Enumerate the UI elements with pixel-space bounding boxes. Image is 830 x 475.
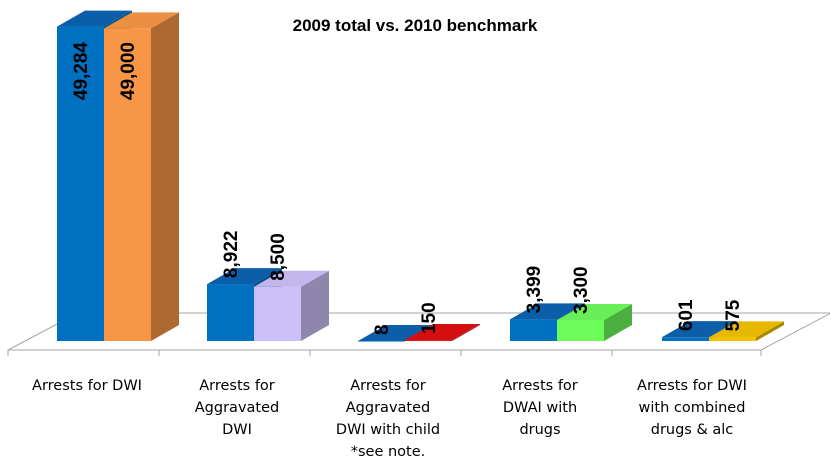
category-label-line: Aggravated xyxy=(195,400,279,416)
bar-2-3 xyxy=(405,324,480,341)
category-label-line: drugs xyxy=(519,422,560,438)
category-label-line: with combined xyxy=(639,400,746,416)
bar-2-1 xyxy=(104,12,179,341)
data-label-1-4: 3,399 xyxy=(524,266,545,314)
category-label-line: DWAI with xyxy=(503,400,577,416)
data-label-2-5: 575 xyxy=(723,299,744,331)
category-label-group: Arrests for DWI Arrests forAggravatedDWIA… xyxy=(32,378,747,460)
category-label-line: DWI with child xyxy=(336,422,440,438)
data-label-1-1: 49,284 xyxy=(71,42,92,101)
category-label-3: Arrests for Aggravated DWI with child *see … xyxy=(336,378,440,460)
bar-2-4 xyxy=(557,303,632,341)
chart-title: 2009 total vs. 2010 benchmark xyxy=(293,16,538,35)
category-label-line: Aggravated xyxy=(346,400,430,416)
bar-group xyxy=(57,10,784,342)
category-label-line: drugs & alc xyxy=(651,422,734,438)
data-label-2-3: 150 xyxy=(419,302,440,334)
category-label-line: Arrests for xyxy=(350,378,426,394)
data-label-1-3: 8 xyxy=(372,324,393,335)
data-label-1-5: 601 xyxy=(676,299,697,331)
category-label-5: Arrests for DWI with combined drugs & alc xyxy=(637,378,747,438)
category-label-line: Arrests for xyxy=(502,378,578,394)
data-label-1-2: 8,922 xyxy=(221,231,242,279)
category-label-line: Arrests for xyxy=(199,378,275,394)
bar-2-2 xyxy=(254,270,329,341)
data-label-2-4: 3,300 xyxy=(571,266,592,314)
category-label-line: DWI xyxy=(222,422,252,438)
category-label-2: Arrests for Aggravated DWI xyxy=(195,378,279,438)
data-label-group: 49,284 49,000 8,922 8,500 8 150 3,399 3,300 601 5… xyxy=(71,42,744,335)
category-label-1: Arrests for DWI xyxy=(32,378,142,394)
data-label-2-1: 49,000 xyxy=(118,42,139,100)
data-label-2-2: 8,500 xyxy=(268,233,289,281)
category-label-line: Arrests for DWI xyxy=(32,378,142,394)
category-label-line: *see note. xyxy=(351,444,426,460)
category-label-4: Arrests for DWAI with drugs xyxy=(502,378,578,438)
bar-2-5 xyxy=(709,321,784,341)
category-label-line: Arrests for DWI xyxy=(637,378,747,394)
